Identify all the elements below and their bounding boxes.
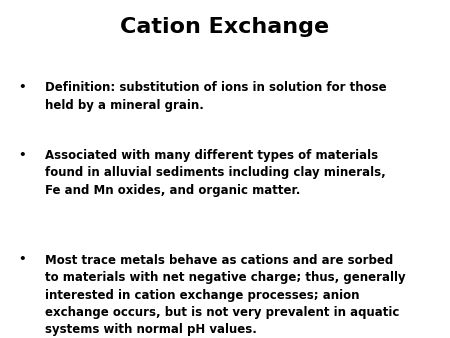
Text: Cation Exchange: Cation Exchange <box>121 17 329 37</box>
Text: •: • <box>19 149 26 162</box>
Text: Associated with many different types of materials
found in alluvial sediments in: Associated with many different types of … <box>45 149 386 197</box>
Text: Definition: substitution of ions in solution for those
held by a mineral grain.: Definition: substitution of ions in solu… <box>45 81 387 112</box>
Text: •: • <box>19 254 26 266</box>
Text: Most trace metals behave as cations and are sorbed
to materials with net negativ: Most trace metals behave as cations and … <box>45 254 405 337</box>
Text: •: • <box>19 81 26 94</box>
